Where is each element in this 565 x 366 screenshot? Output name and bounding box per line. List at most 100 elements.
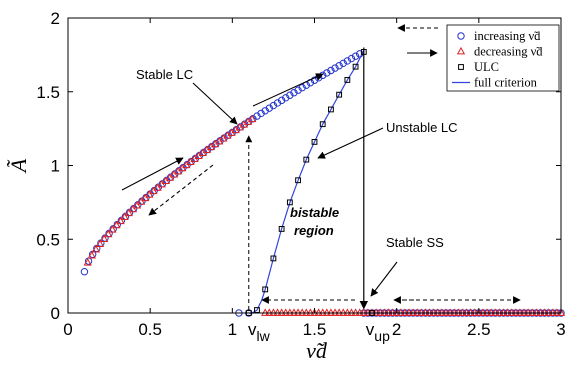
legend-label: full criterion (474, 76, 538, 90)
increasing-point (298, 83, 306, 92)
increasing-point (80, 268, 89, 276)
legend-label: increasing ν̃d (474, 29, 541, 43)
label-v-up: vup (366, 320, 390, 344)
legend-label: decreasing ν̃d (474, 45, 543, 59)
decreasing-point (136, 197, 146, 205)
decreasing-point (112, 220, 121, 229)
legend-marker (457, 32, 465, 40)
decreasing-point (87, 250, 96, 259)
decreasing-point (466, 308, 475, 316)
decreasing-point (454, 308, 463, 316)
annotation-stable-lc: Stable LC (136, 67, 193, 82)
ulc-point (262, 286, 269, 293)
decreasing-point (515, 308, 525, 316)
increasing-point (331, 64, 339, 72)
decreasing-point (482, 308, 492, 316)
decreasing-point (507, 308, 516, 316)
decreasing-point (519, 308, 529, 316)
decreasing-point (293, 308, 303, 316)
decreasing-point (347, 308, 356, 316)
decreasing-point (396, 308, 405, 316)
annotation-unstable-lc: Unstable LC (386, 120, 458, 135)
legend-marker (458, 64, 464, 70)
decreasing-point (400, 308, 410, 316)
increasing-point (351, 52, 360, 60)
decreasing-point (277, 308, 286, 316)
decreasing-point (343, 308, 352, 316)
decreasing-point (437, 308, 447, 316)
decreasing-point (335, 308, 344, 316)
ulc-point (352, 63, 359, 70)
decreasing-point (548, 308, 557, 316)
decreasing-point (120, 212, 129, 221)
increasing-point (282, 94, 290, 102)
annotation-bistable: bistable (290, 205, 339, 220)
series-full-criterion-line (248, 50, 365, 314)
ulc-point (319, 121, 326, 128)
decreasing-point (281, 308, 290, 316)
legend-label: ULC (474, 60, 499, 74)
increasing-point (347, 54, 356, 63)
decreasing-point (536, 308, 545, 316)
decreasing-point (100, 234, 109, 242)
v-up-sub: up (374, 328, 390, 344)
ulc-point (254, 307, 260, 313)
decreasing-point (532, 308, 541, 316)
ulc-point (270, 255, 277, 262)
decreasing-point (355, 308, 364, 316)
direction-arrow-up-1 (121, 157, 184, 191)
decreasing-point (421, 308, 430, 316)
decreasing-point (359, 308, 368, 316)
ulc-point (278, 226, 285, 232)
y-axis-label: Ã (6, 158, 31, 174)
decreasing-point (552, 308, 562, 316)
decreasing-point (384, 308, 393, 316)
ulc-point (311, 139, 318, 145)
increasing-point (339, 59, 347, 68)
ulc-point (336, 91, 343, 98)
axes: 0 0.5 1 1.5 2 2.5 3 0 0.5 1 1.5 2 ν̃d Ã (6, 9, 565, 363)
decreasing-point (404, 308, 414, 316)
x-tick-label: 0.5 (138, 320, 162, 339)
pointer-stable-lc (192, 82, 238, 125)
y-tick-label: 0.5 (36, 230, 60, 249)
annotations: Stable LC Unstable LC bistable region Stable… (121, 24, 521, 344)
decreasing-point (470, 308, 479, 316)
v-lw-sub: lw (257, 328, 271, 344)
decreasing-point (310, 308, 319, 316)
series-decreasing (83, 114, 565, 316)
increasing-point (290, 89, 298, 97)
decreasing-point (116, 216, 125, 225)
ulc-point (344, 77, 351, 83)
decreasing-point (487, 308, 496, 316)
decreasing-point (491, 308, 500, 316)
y-tick-label: 0 (51, 304, 60, 323)
decreasing-point (474, 308, 483, 316)
y-tick-label: 2 (51, 9, 60, 28)
decreasing-point (247, 114, 257, 123)
x-tick-label: 1 (228, 320, 237, 339)
increasing-point (286, 91, 294, 99)
decreasing-point (91, 244, 101, 253)
y-tick-label: 1.5 (36, 83, 60, 102)
decreasing-point (285, 308, 294, 316)
direction-arrow-up-2 (252, 73, 324, 107)
annotation-stable-ss: Stable SS (386, 235, 444, 250)
decreasing-point (556, 308, 565, 316)
decreasing-point (445, 308, 455, 316)
decreasing-point (380, 308, 389, 316)
decreasing-point (462, 308, 471, 316)
increasing-point (335, 61, 343, 70)
decreasing-point (306, 308, 315, 316)
decreasing-point (289, 308, 299, 316)
label-v-lw: vlw (248, 320, 271, 344)
decreasing-point (265, 308, 274, 316)
decreasing-point (322, 308, 331, 316)
decreasing-point (392, 308, 401, 316)
decreasing-point (413, 308, 422, 316)
decreasing-point (499, 308, 508, 316)
increasing-point (273, 99, 282, 107)
decreasing-point (433, 308, 442, 316)
x-tick-label: 2.5 (467, 320, 491, 339)
